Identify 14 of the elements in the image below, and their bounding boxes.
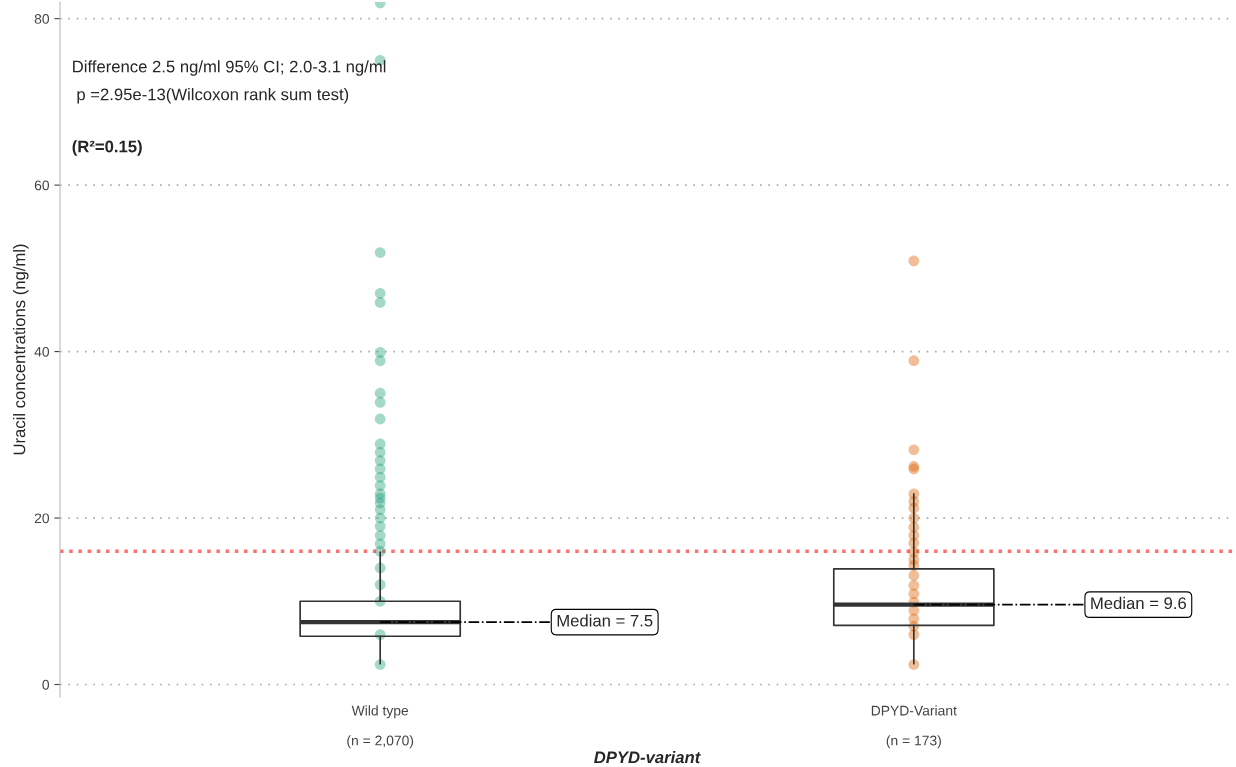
category-label: DPYD-Variant (n = 173)	[871, 705, 957, 749]
annotation: Difference 2.5 ng/ml 95% CI; 2.0-3.1 ng/ml	[73, 60, 386, 76]
y-axis-title: Uracil concentrations (ng/ml)	[13, 244, 29, 455]
y-tick-label: 0	[42, 679, 50, 690]
x-axis-title: DPYD-variant	[594, 750, 701, 764]
y-tick-label: 80	[34, 13, 50, 24]
annotation: Median = 7.5	[557, 614, 653, 627]
y-tick-label: 40	[34, 346, 50, 357]
annotation: p =2.95e-13(Wilcoxon rank sum test)	[77, 88, 349, 104]
category-label: Wild type (n = 2,070)	[347, 705, 414, 749]
y-tick-label: 20	[34, 513, 50, 524]
annotation: (R²=0.15)	[72, 140, 142, 156]
y-tick-label: 60	[34, 180, 50, 191]
annotation: Median = 9.6	[1091, 596, 1187, 610]
